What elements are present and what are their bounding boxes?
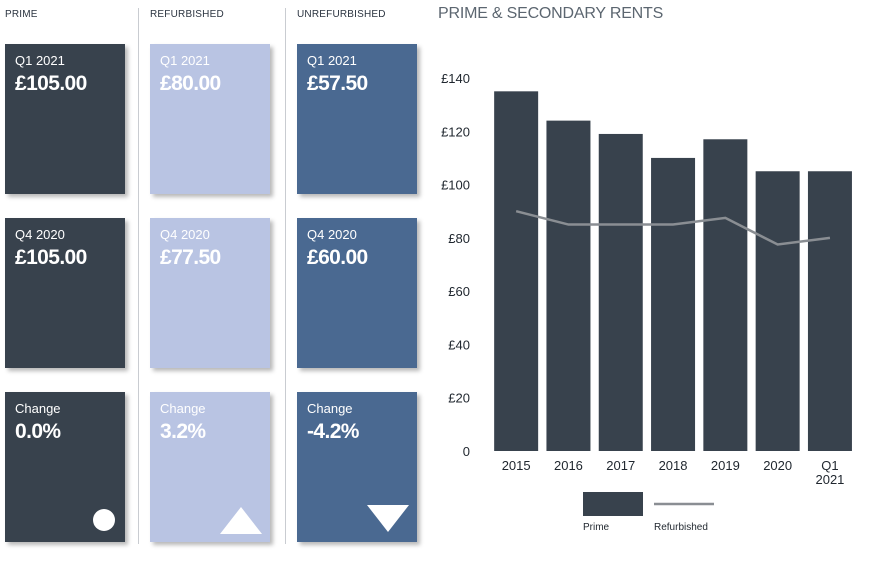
bar-prime <box>598 133 643 451</box>
unrefurbished-q4-2020-card: Q4 2020 £60.00 <box>297 218 417 368</box>
circle-icon <box>93 509 115 531</box>
bar-prime <box>651 157 696 451</box>
card-value: 0.0% <box>15 420 61 443</box>
y-tick-label: £100 <box>441 178 470 193</box>
bar-prime <box>807 171 852 451</box>
x-tick-label: Q1 2021 <box>815 458 844 487</box>
y-tick-label: £40 <box>448 337 470 352</box>
bar-prime <box>494 91 539 452</box>
card-label: Q1 2021 <box>160 53 210 68</box>
card-label: Q4 2020 <box>307 227 357 242</box>
chart-title: PRIME & SECONDARY RENTS <box>438 5 664 22</box>
card-value: £105.00 <box>15 246 87 269</box>
y-tick-label: 0 <box>463 444 470 459</box>
card-value: £77.50 <box>160 246 221 269</box>
card-label: Q4 2020 <box>15 227 65 242</box>
x-tick-label: 2019 <box>711 458 740 473</box>
heading-prime: PRIME <box>5 9 38 20</box>
card-value: £60.00 <box>307 246 368 269</box>
unrefurbished-change-card: Change -4.2% <box>297 392 417 542</box>
y-tick-label: £60 <box>448 284 470 299</box>
card-value: -4.2% <box>307 420 359 443</box>
card-label: Q1 2021 <box>15 53 65 68</box>
heading-refurbished: REFURBISHED <box>150 9 224 20</box>
column-divider <box>138 8 139 544</box>
unrefurbished-q1-2021-card: Q1 2021 £57.50 <box>297 44 417 194</box>
prime-change-card: Change 0.0% <box>5 392 125 542</box>
prime-q4-2020-card: Q4 2020 £105.00 <box>5 218 125 368</box>
y-tick-label: £140 <box>441 71 470 86</box>
card-value: 3.2% <box>160 420 206 443</box>
bar-prime <box>546 120 591 451</box>
bar-prime <box>755 171 800 451</box>
refurbished-q1-2021-card: Q1 2021 £80.00 <box>150 44 270 194</box>
line-refurbished <box>515 210 831 246</box>
legend-swatch-prime <box>583 492 643 516</box>
x-tick-label: 2018 <box>659 458 688 473</box>
y-tick-label: £120 <box>441 124 470 139</box>
triangle-up-icon <box>220 507 262 534</box>
x-tick-label: 2015 <box>502 458 531 473</box>
heading-unrefurbished: UNREFURBISHED <box>297 9 386 20</box>
rents-chart: £140 £120 £100 £80 £60 £40 £20 0 2015 2016 2017 201… <box>441 71 852 533</box>
y-tick-label: £20 <box>448 391 470 406</box>
column-divider <box>285 8 286 544</box>
card-value: £57.50 <box>307 72 368 95</box>
refurbished-change-card: Change 3.2% <box>150 392 270 542</box>
card-value: £105.00 <box>15 72 87 95</box>
bar-prime <box>703 139 748 451</box>
card-label: Change <box>15 401 61 416</box>
x-tick-label: 2017 <box>606 458 635 473</box>
x-tick-label: 2020 <box>763 458 792 473</box>
x-tick-label: 2016 <box>554 458 583 473</box>
y-tick-label: £80 <box>448 231 470 246</box>
legend-label-prime: Prime <box>583 522 610 533</box>
triangle-down-icon <box>367 505 409 532</box>
card-label: Q1 2021 <box>307 53 357 68</box>
card-label: Q4 2020 <box>160 227 210 242</box>
card-value: £80.00 <box>160 72 221 95</box>
card-label: Change <box>307 401 353 416</box>
card-label: Change <box>160 401 206 416</box>
legend-label-refurbished: Refurbished <box>654 522 708 533</box>
prime-q1-2021-card: Q1 2021 £105.00 <box>5 44 125 194</box>
refurbished-q4-2020-card: Q4 2020 £77.50 <box>150 218 270 368</box>
